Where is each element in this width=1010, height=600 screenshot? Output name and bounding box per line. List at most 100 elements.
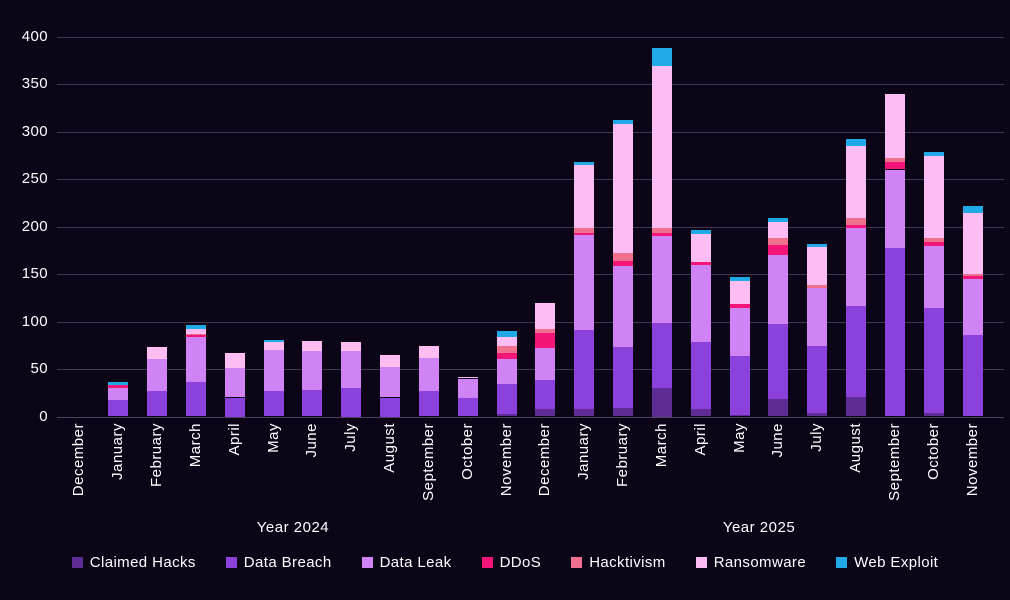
bar-segment-ddos[interactable] [185, 334, 206, 337]
bar-segment-ransomware[interactable] [651, 65, 672, 229]
bar-segment-data-breach[interactable] [768, 324, 789, 400]
bar-segment-hacktivism[interactable] [574, 228, 595, 234]
bar-segment-ransomware[interactable] [263, 342, 284, 350]
bar-segment-ransomware[interactable] [380, 354, 401, 368]
bar-segment-claimed-hacks[interactable] [496, 413, 517, 417]
bar-segment-claimed-hacks[interactable] [574, 408, 595, 417]
bar-segment-ransomware[interactable] [224, 352, 245, 369]
bar-segment-data-leak[interactable] [807, 288, 828, 347]
bar-segment-claimed-hacks[interactable] [807, 412, 828, 417]
bar-segment-web-exploit[interactable] [923, 152, 944, 157]
bar-segment-web-exploit[interactable] [496, 331, 517, 337]
bar-segment-web-exploit[interactable] [690, 230, 711, 235]
legend-item-data-leak[interactable]: Data Leak [361, 554, 452, 571]
bar-segment-web-exploit[interactable] [613, 120, 634, 124]
bar-segment-data-leak[interactable] [457, 378, 478, 399]
bar-segment-data-leak[interactable] [302, 350, 323, 390]
bar-segment-hacktivism[interactable] [651, 228, 672, 234]
legend-item-ransomware[interactable]: Ransomware [695, 554, 806, 571]
bar-segment-data-breach[interactable] [651, 323, 672, 388]
bar-segment-data-breach[interactable] [418, 390, 439, 417]
bar-segment-data-breach[interactable] [923, 308, 944, 413]
bar-segment-data-leak[interactable] [923, 246, 944, 309]
legend-item-data-breach[interactable]: Data Breach [225, 554, 332, 571]
bar-segment-ddos[interactable] [651, 233, 672, 236]
bar-segment-data-breach[interactable] [496, 384, 517, 414]
bar-segment-ransomware[interactable] [341, 342, 362, 351]
bar-segment-data-breach[interactable] [380, 397, 401, 417]
bar-segment-data-breach[interactable] [613, 347, 634, 408]
bar-segment-web-exploit[interactable] [108, 382, 129, 386]
bar-segment-data-breach[interactable] [224, 397, 245, 417]
bar-segment-claimed-hacks[interactable] [923, 412, 944, 417]
bar-segment-ddos[interactable] [884, 161, 905, 170]
bar-segment-data-breach[interactable] [457, 398, 478, 417]
legend-item-claimed-hacks[interactable]: Claimed Hacks [71, 554, 196, 571]
bar-segment-claimed-hacks[interactable] [535, 408, 556, 417]
bar-segment-hacktivism[interactable] [768, 237, 789, 245]
bar-segment-ddos[interactable] [574, 233, 595, 236]
bar-segment-ddos[interactable] [729, 304, 750, 309]
bar-segment-web-exploit[interactable] [846, 139, 867, 146]
bar-segment-web-exploit[interactable] [574, 161, 595, 165]
legend-item-ddos[interactable]: DDoS [481, 554, 542, 571]
bar-segment-ransomware[interactable] [768, 221, 789, 238]
bar-segment-web-exploit[interactable] [962, 205, 983, 214]
bar-segment-data-breach[interactable] [147, 390, 168, 417]
bar-segment-web-exploit[interactable] [185, 325, 206, 330]
bar-segment-hacktivism[interactable] [962, 274, 983, 276]
bar-segment-ransomware[interactable] [535, 302, 556, 330]
bar-segment-claimed-hacks[interactable] [651, 388, 672, 417]
bar-segment-ransomware[interactable] [302, 341, 323, 351]
bar-segment-data-breach[interactable] [846, 306, 867, 397]
bar-segment-web-exploit[interactable] [807, 243, 828, 248]
bar-segment-ddos[interactable] [108, 385, 129, 388]
bar-segment-web-exploit[interactable] [263, 339, 284, 343]
bar-segment-data-leak[interactable] [380, 367, 401, 398]
bar-segment-data-breach[interactable] [884, 248, 905, 417]
bar-segment-ransomware[interactable] [185, 329, 206, 334]
bar-segment-data-breach[interactable] [263, 390, 284, 417]
bar-segment-ddos[interactable] [535, 332, 556, 349]
bar-segment-ransomware[interactable] [807, 247, 828, 286]
bar-segment-data-leak[interactable] [613, 266, 634, 348]
legend-item-hacktivism[interactable]: Hacktivism [571, 554, 666, 571]
bar-segment-data-breach[interactable] [574, 330, 595, 409]
bar-segment-data-breach[interactable] [341, 388, 362, 417]
bar-segment-ddos[interactable] [846, 224, 867, 229]
bar-segment-hacktivism[interactable] [535, 329, 556, 333]
bar-segment-ransomware[interactable] [884, 94, 905, 159]
bar-segment-claimed-hacks[interactable] [613, 407, 634, 417]
bar-segment-data-leak[interactable] [651, 236, 672, 324]
bar-segment-hacktivism[interactable] [807, 285, 828, 289]
bar-segment-ransomware[interactable] [690, 234, 711, 262]
bar-segment-data-leak[interactable] [846, 228, 867, 307]
bar-segment-ddos[interactable] [496, 352, 517, 359]
bar-segment-ddos[interactable] [690, 261, 711, 266]
bar-segment-data-breach[interactable] [185, 382, 206, 417]
bar-segment-hacktivism[interactable] [613, 253, 634, 261]
bar-segment-hacktivism[interactable] [185, 333, 206, 335]
bar-segment-web-exploit[interactable] [729, 276, 750, 281]
bar-segment-data-leak[interactable] [729, 308, 750, 356]
bar-segment-web-exploit[interactable] [768, 217, 789, 222]
bar-segment-ransomware[interactable] [457, 376, 478, 379]
bar-segment-data-leak[interactable] [263, 350, 284, 391]
bar-segment-ddos[interactable] [613, 260, 634, 267]
bar-segment-data-leak[interactable] [535, 348, 556, 381]
bar-segment-data-leak[interactable] [341, 350, 362, 388]
bar-segment-web-exploit[interactable] [651, 47, 672, 66]
bar-segment-data-leak[interactable] [962, 278, 983, 335]
legend-item-web-exploit[interactable]: Web Exploit [836, 554, 938, 571]
bar-segment-ransomware[interactable] [923, 156, 944, 238]
bar-segment-data-breach[interactable] [690, 342, 711, 409]
bar-segment-hacktivism[interactable] [923, 237, 944, 242]
bar-segment-hacktivism[interactable] [846, 217, 867, 225]
bar-segment-hacktivism[interactable] [496, 346, 517, 353]
bar-segment-ddos[interactable] [962, 275, 983, 279]
bar-segment-data-leak[interactable] [884, 169, 905, 249]
bar-segment-data-breach[interactable] [302, 389, 323, 417]
bar-segment-data-breach[interactable] [807, 346, 828, 413]
bar-segment-data-leak[interactable] [418, 357, 439, 391]
bar-segment-ransomware[interactable] [496, 336, 517, 347]
